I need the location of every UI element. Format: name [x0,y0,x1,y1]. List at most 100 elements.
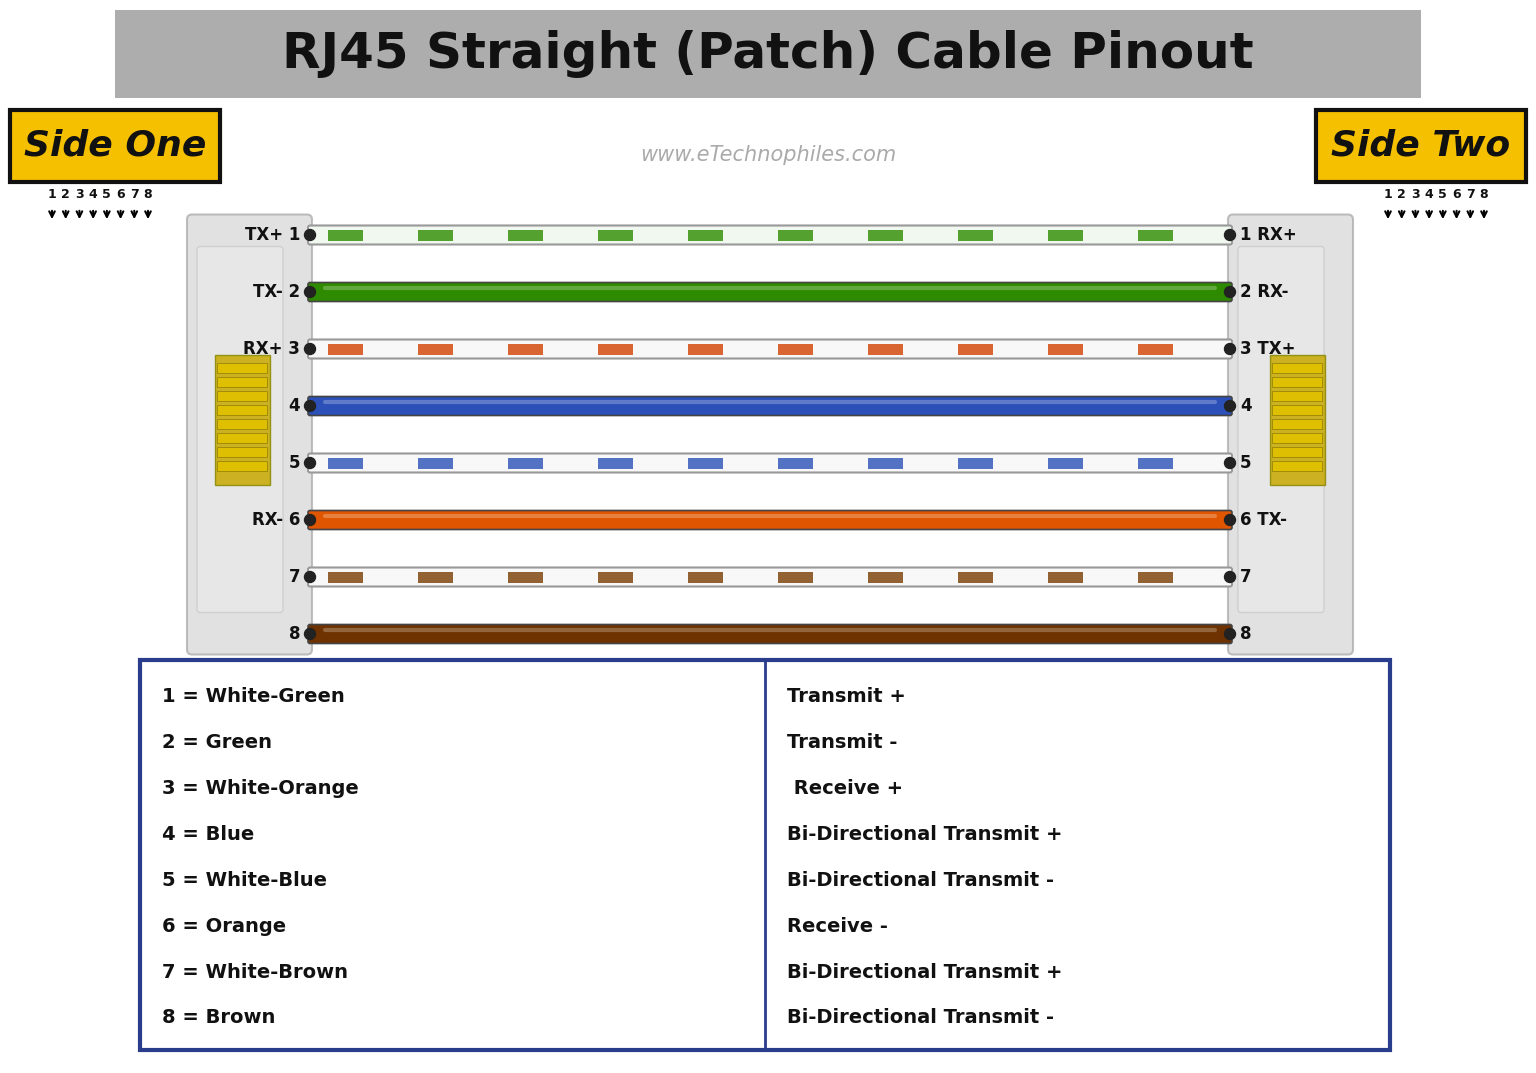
FancyBboxPatch shape [140,660,1390,1050]
Polygon shape [508,343,544,354]
Text: 8 = Brown: 8 = Brown [161,1009,275,1027]
Text: 4: 4 [89,189,97,202]
FancyBboxPatch shape [309,454,1232,472]
FancyBboxPatch shape [217,446,267,456]
Text: 2: 2 [1398,189,1405,202]
Text: Bi-Directional Transmit +: Bi-Directional Transmit + [786,825,1063,843]
Circle shape [304,514,315,526]
Text: 6: 6 [1452,189,1461,202]
Polygon shape [779,572,813,583]
Polygon shape [958,230,992,240]
Text: 3: 3 [75,189,84,202]
FancyBboxPatch shape [1227,215,1353,655]
Polygon shape [1138,572,1174,583]
FancyBboxPatch shape [309,397,1232,415]
Circle shape [304,629,315,640]
FancyBboxPatch shape [1238,247,1324,613]
FancyBboxPatch shape [1272,446,1322,456]
Text: 3 = White-Orange: 3 = White-Orange [161,779,359,798]
FancyBboxPatch shape [1272,405,1322,414]
FancyBboxPatch shape [115,10,1421,98]
Text: 1 RX+: 1 RX+ [1240,226,1296,244]
Polygon shape [329,457,362,469]
Text: Transmit -: Transmit - [786,733,897,752]
Text: 2: 2 [61,189,71,202]
Text: RX- 6: RX- 6 [252,511,300,529]
Text: 8: 8 [1240,624,1252,643]
Circle shape [304,400,315,412]
Text: 2 = Green: 2 = Green [161,733,272,752]
FancyBboxPatch shape [217,432,267,442]
Polygon shape [1138,230,1174,240]
FancyBboxPatch shape [1272,377,1322,386]
Polygon shape [779,230,813,240]
Text: 6 = Orange: 6 = Orange [161,916,286,936]
Text: 7: 7 [131,189,138,202]
Text: 4: 4 [1425,189,1433,202]
Polygon shape [688,343,723,354]
FancyBboxPatch shape [217,363,267,372]
Text: TX- 2: TX- 2 [253,283,300,302]
Polygon shape [958,572,992,583]
Text: Side Two: Side Two [1332,129,1510,163]
FancyBboxPatch shape [309,624,1232,644]
Text: RX+ 3: RX+ 3 [243,340,300,358]
Polygon shape [779,457,813,469]
FancyBboxPatch shape [309,339,1232,358]
Circle shape [1224,457,1235,469]
FancyBboxPatch shape [1270,354,1326,485]
Text: 1: 1 [1384,189,1392,202]
Text: 7: 7 [1240,568,1252,586]
Polygon shape [598,457,633,469]
FancyBboxPatch shape [217,418,267,428]
Polygon shape [508,457,544,469]
FancyBboxPatch shape [187,215,312,655]
FancyBboxPatch shape [11,111,220,182]
Polygon shape [868,457,903,469]
Text: 7: 7 [289,568,300,586]
FancyBboxPatch shape [197,247,283,613]
Polygon shape [329,230,362,240]
Polygon shape [688,230,723,240]
Polygon shape [598,343,633,354]
Polygon shape [329,343,362,354]
Text: 8: 8 [144,189,152,202]
FancyBboxPatch shape [309,511,1232,529]
Text: 5: 5 [103,189,111,202]
Text: Side One: Side One [25,129,206,163]
Polygon shape [418,457,453,469]
FancyBboxPatch shape [217,460,267,470]
Text: 8: 8 [1479,189,1488,202]
Polygon shape [868,572,903,583]
Circle shape [1224,230,1235,240]
Polygon shape [779,343,813,354]
FancyBboxPatch shape [1272,418,1322,428]
Text: Receive -: Receive - [786,916,888,936]
Text: Receive +: Receive + [786,779,903,798]
Circle shape [1224,286,1235,297]
Text: 2 RX-: 2 RX- [1240,283,1289,302]
FancyBboxPatch shape [217,405,267,414]
Polygon shape [1048,457,1083,469]
Circle shape [304,457,315,469]
Polygon shape [508,230,544,240]
Polygon shape [688,457,723,469]
FancyBboxPatch shape [1272,460,1322,470]
Text: 4: 4 [1240,397,1252,415]
Circle shape [304,343,315,354]
Text: 7: 7 [1465,189,1475,202]
Text: 8: 8 [289,624,300,643]
Polygon shape [1048,572,1083,583]
Polygon shape [418,230,453,240]
Text: 5: 5 [289,454,300,472]
Polygon shape [508,572,544,583]
FancyBboxPatch shape [309,568,1232,587]
Polygon shape [1048,343,1083,354]
Text: 1 = White-Green: 1 = White-Green [161,687,344,706]
FancyBboxPatch shape [1272,432,1322,442]
Text: 7 = White-Brown: 7 = White-Brown [161,962,349,982]
Circle shape [1224,572,1235,583]
Polygon shape [868,230,903,240]
FancyBboxPatch shape [217,391,267,400]
Text: 3: 3 [1412,189,1419,202]
